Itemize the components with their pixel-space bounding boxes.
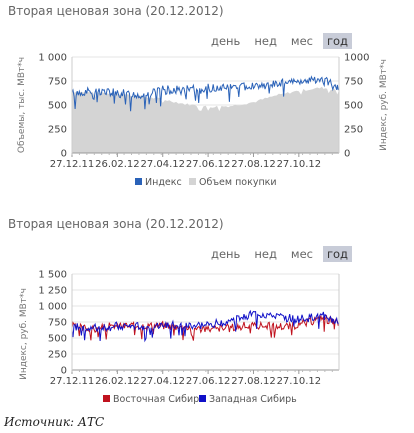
legend-swatch-index [135,178,142,185]
legend-label-volume: Объем покупки [199,177,277,188]
x-tick-label: 27.06.12 [186,376,231,387]
x-tick-label: 27.04.12 [140,376,185,387]
series-area-volume [72,86,339,153]
x-tick-label: 27.10.12 [277,376,322,387]
x-tick-label: 27.12.11 [50,376,95,387]
y-tick-label-right: 250 [344,125,363,136]
chart-title: Вторая ценовая зона (20.12.2012) [8,217,224,231]
period-tabs: день нед мес год [201,33,352,49]
tab-day[interactable]: день [211,247,241,261]
y-tick-label: 1 250 [38,286,67,297]
x-tick-label: 27.08.12 [231,376,276,387]
legend-label-index: Индекс [145,177,182,188]
y-tick-label-right: 0 [344,149,350,160]
x-tick-label: 26.02.12 [95,376,140,387]
series-line-index [71,75,339,112]
x-tick-label: 26.02.12 [95,159,140,170]
chart-svg-siberia: 0 250 500 750 1 000 1 250 1 500 27.12.11 26.02.1… [19,270,340,405]
y-tick-label-right: 750 [344,77,363,88]
y-tick-label: 1 500 [38,270,67,281]
chart-title: Вторая ценовая зона (20.12.2012) [8,4,224,18]
chart-panel-siberia: Вторая ценовая зона (20.12.2012) день не… [0,213,414,413]
y-tick-label-left: 1 000 [38,53,67,64]
y-tick-label-right: 500 [344,101,363,112]
tab-week[interactable]: нед [254,247,277,261]
tab-month[interactable]: мес [290,247,313,261]
y-tick-label-left: 500 [48,101,67,112]
x-tick-label: 27.10.12 [277,159,322,170]
tab-month[interactable]: мес [290,34,313,48]
y-axis-label: Индекс, руб. МВт*ч [19,288,29,380]
y-tick-label: 0 [61,366,67,377]
y-tick-label-right: 1000 [344,53,369,64]
series-line-east-siberia [71,314,340,341]
legend-swatch-east-siberia [103,395,110,402]
x-tick-label: 27.12.11 [50,159,95,170]
y-tick-label: 750 [48,318,67,329]
legend-label-east-siberia: Восточная Сибирь [113,394,205,405]
legend-swatch-volume [189,178,196,185]
chart-panel-index-volume: Вторая ценовая зона (20.12.2012) день не… [0,0,414,200]
series-line-west-siberia [71,309,340,343]
y-tick-label: 500 [48,334,67,345]
x-tick-label: 27.06.12 [186,159,231,170]
x-tick-label: 27.08.12 [231,159,276,170]
tab-year[interactable]: год [322,33,352,49]
y-tick-label: 250 [48,350,67,361]
legend-swatch-west-siberia [199,395,206,402]
y-axis-label-left: Объемы, тыс. МВт*ч [17,57,27,153]
y-tick-label: 1 000 [38,302,67,313]
tab-week[interactable]: нед [254,34,277,48]
source-note: Источник: АТС [4,415,105,429]
y-tick-label-left: 750 [48,77,67,88]
period-tabs: день нед мес год [201,246,352,262]
y-tick-label-left: 250 [48,125,67,136]
legend-label-west-siberia: Западная Сибирь [209,394,297,405]
tab-day[interactable]: день [211,34,241,48]
tab-year[interactable]: год [322,246,352,262]
y-tick-label-left: 0 [61,149,67,160]
y-axis-label-right: Индекс, руб. МВт*ч [379,59,389,151]
x-tick-label: 27.04.12 [140,159,185,170]
